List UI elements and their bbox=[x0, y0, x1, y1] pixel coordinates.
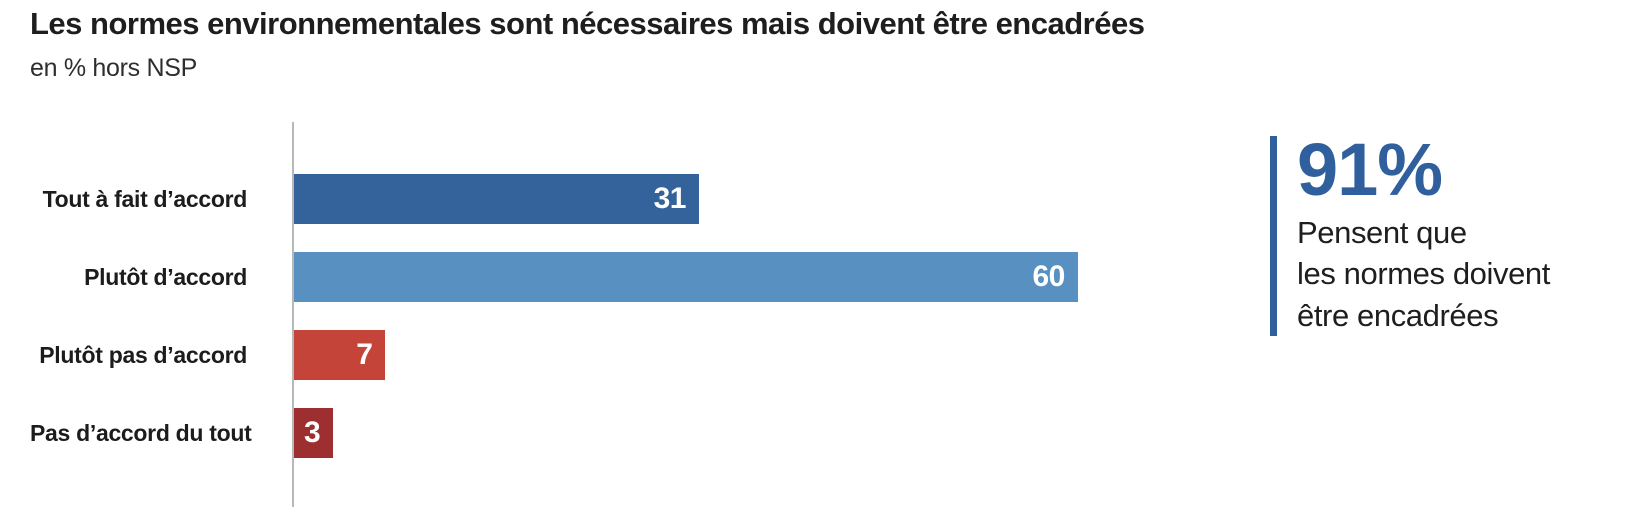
bar-value-label: 7 bbox=[356, 338, 373, 371]
bar-track: 7 bbox=[270, 330, 1080, 380]
category-label: Plutôt d’accord bbox=[84, 263, 247, 290]
bar-row-plutot-daccord: Plutôt d’accord 60 bbox=[30, 252, 1110, 302]
bar-track: 31 bbox=[270, 174, 1080, 224]
bar-value-label: 3 bbox=[304, 416, 321, 449]
chart-title: Les normes environnementales sont nécess… bbox=[30, 6, 1145, 41]
bar-chart: Tout à fait d’accord 31 Plutôt d’accord … bbox=[30, 122, 1110, 512]
category-label: Plutôt pas d’accord bbox=[39, 341, 247, 368]
bar-track: 60 bbox=[270, 252, 1080, 302]
category-label: Tout à fait d’accord bbox=[42, 185, 248, 212]
bar-plutot-pas-daccord: 7 bbox=[294, 330, 386, 380]
y-axis-line bbox=[292, 122, 294, 507]
key-figure-percent: 91% bbox=[1297, 128, 1443, 211]
bar-track: 3 bbox=[270, 408, 1080, 458]
bar-tout-a-fait-daccord: 31 bbox=[294, 174, 699, 224]
key-figure-callout: 91% Pensent que les normes doivent être … bbox=[1270, 128, 1550, 336]
chart-subtitle: en % hors NSP bbox=[30, 54, 198, 82]
key-figure-description: Pensent que les normes doivent être enca… bbox=[1297, 215, 1550, 333]
bar-value-label: 31 bbox=[653, 182, 687, 215]
bar-value-label: 60 bbox=[1032, 260, 1065, 293]
bar-plutot-daccord: 60 bbox=[294, 252, 1078, 302]
category-label: Pas d’accord du tout bbox=[30, 419, 252, 446]
bar-pas-daccord-du-tout: 3 bbox=[294, 408, 334, 458]
bar-row-plutot-pas-daccord: Plutôt pas d’accord 7 bbox=[30, 330, 1110, 380]
bar-row-tout-a-fait-daccord: Tout à fait d’accord 31 bbox=[30, 174, 1110, 224]
bar-row-pas-daccord-du-tout: Pas d’accord du tout 3 bbox=[30, 408, 1110, 458]
